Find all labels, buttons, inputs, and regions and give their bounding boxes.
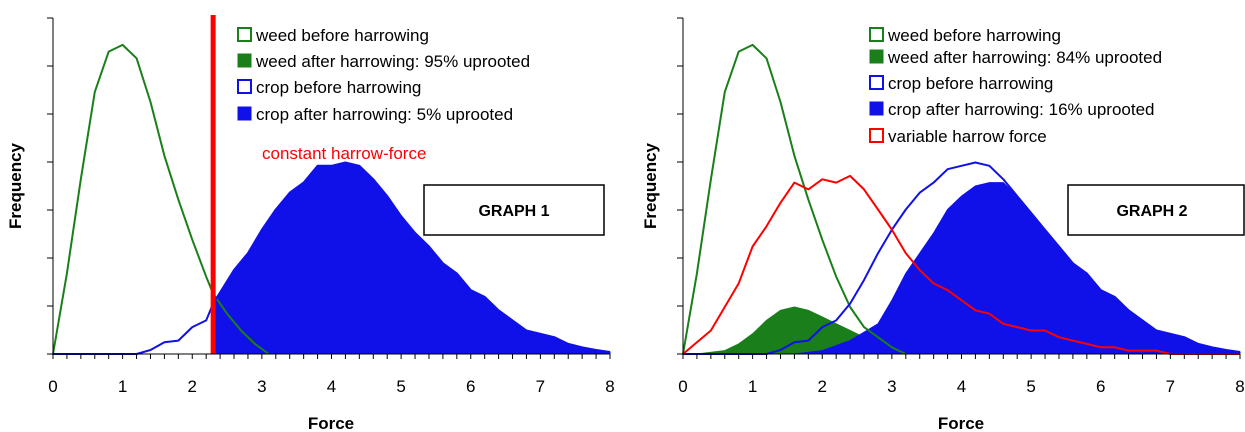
graph2-x-tick-label: 4	[957, 377, 966, 396]
graph2-legend-swatch-weed-before	[869, 27, 884, 42]
graph2-series-crop-before-line	[683, 161, 1241, 355]
graph1-line-layer	[52, 43, 611, 355]
graph1-x-tick-label: 4	[327, 377, 336, 396]
graph1-title-label: GRAPH 1	[478, 203, 549, 220]
graph1-x-tick-label: 3	[257, 377, 266, 396]
graph2-x-tick-label: 2	[818, 377, 827, 396]
graph1-x-tick-label: 6	[466, 377, 475, 396]
graph2-x-tick-labels: 0 1 2 3 4 5 6 7 8	[678, 377, 1244, 396]
graph2-title-box: GRAPH 2	[1067, 184, 1245, 236]
graph2-title-label: GRAPH 2	[1116, 203, 1187, 220]
graph1-x-tick-label: 0	[48, 377, 57, 396]
graph1-y-ticks	[47, 17, 53, 355]
graph2-x-tick-label: 3	[887, 377, 896, 396]
graph2-title-frame	[1067, 184, 1245, 236]
graph2-line-layer	[682, 43, 1241, 355]
graph2-y-axis-title: Frequency	[641, 142, 660, 229]
graph1-legend-swatch-weed-after	[237, 53, 252, 68]
graph2-x-tick-label: 6	[1096, 377, 1105, 396]
graph1-series-weed-before-line	[52, 43, 270, 355]
graph2-legend-swatch-crop-after	[869, 101, 884, 116]
graph1-title-frame	[423, 184, 605, 236]
graph2-legend-swatch-crop-before	[869, 75, 884, 90]
graph2-x-tick-label: 0	[678, 377, 687, 396]
graph2-legend-swatch-variable-harrow	[869, 128, 884, 143]
graph1-x-axis-title: Force	[308, 414, 354, 432]
graph1-x-tick-label: 1	[118, 377, 127, 396]
graph1-legend-label-weed-before: weed before harrowing	[255, 26, 429, 45]
graph1-legend-label-weed-after: weed after harrowing: 95% uprooted	[255, 52, 530, 71]
graph1-legend-swatch-crop-after	[237, 106, 252, 121]
graph1-x-tick-label: 5	[396, 377, 405, 396]
constant-harrow-force-label: constant harrow-force	[262, 144, 426, 163]
graph1-x-ticks	[52, 354, 611, 359]
graph1-x-tick-labels: 0 1 2 3 4 5 6 7 8	[48, 377, 614, 396]
graph1-x-tick-label: 7	[536, 377, 545, 396]
graph2-x-axis-title: Force	[938, 414, 984, 432]
graph2-legend-label-crop-after: crop after harrowing: 16% uprooted	[888, 100, 1155, 119]
graph2-series-weed-before-line	[682, 43, 907, 355]
graph2-legend-label-crop-before: crop before harrowing	[888, 74, 1053, 93]
graph1-legend-swatch-weed-before	[237, 27, 252, 42]
graph1-series-crop-before-line	[53, 161, 611, 355]
graph1-panel: 0 1 2 3 4 5 6 7 8 Force Frequency weed before ha…	[6, 15, 615, 432]
graph1-x-tick-label: 2	[188, 377, 197, 396]
graph1-legend-label-crop-after: crop after harrowing: 5% uprooted	[256, 105, 513, 124]
graph2-x-tick-label: 7	[1166, 377, 1175, 396]
graph2-legend-label-variable-harrow: variable harrow force	[888, 127, 1047, 146]
graph1-legend: weed before harrowing weed after harrowi…	[237, 26, 530, 163]
graph2-legend-swatch-weed-after	[869, 49, 884, 64]
graph2-panel: 0 1 2 3 4 5 6 7 8 Force Frequency weed before ha…	[641, 17, 1245, 432]
graph2-series-variable-harrow-line	[682, 174, 1240, 355]
graph2-x-tick-label: 1	[748, 377, 757, 396]
graph2-legend-label-weed-after: weed after harrowing: 84% uprooted	[887, 48, 1162, 67]
graph1-legend-swatch-crop-before	[237, 79, 252, 94]
graph1-legend-label-crop-before: crop before harrowing	[256, 78, 421, 97]
graph2-legend-label-weed-before: weed before harrowing	[887, 26, 1061, 45]
graph1-x-tick-label: 8	[605, 377, 614, 396]
graph2-legend: weed before harrowing weed after harrowi…	[869, 26, 1162, 146]
graph2-x-tick-label: 5	[1026, 377, 1035, 396]
graph2-x-ticks	[682, 354, 1241, 359]
graph1-title-box: GRAPH 1	[423, 184, 605, 236]
graph2-y-ticks	[677, 17, 683, 355]
graph2-x-tick-label: 8	[1235, 377, 1244, 396]
graph1-y-axis-title: Frequency	[6, 142, 25, 229]
